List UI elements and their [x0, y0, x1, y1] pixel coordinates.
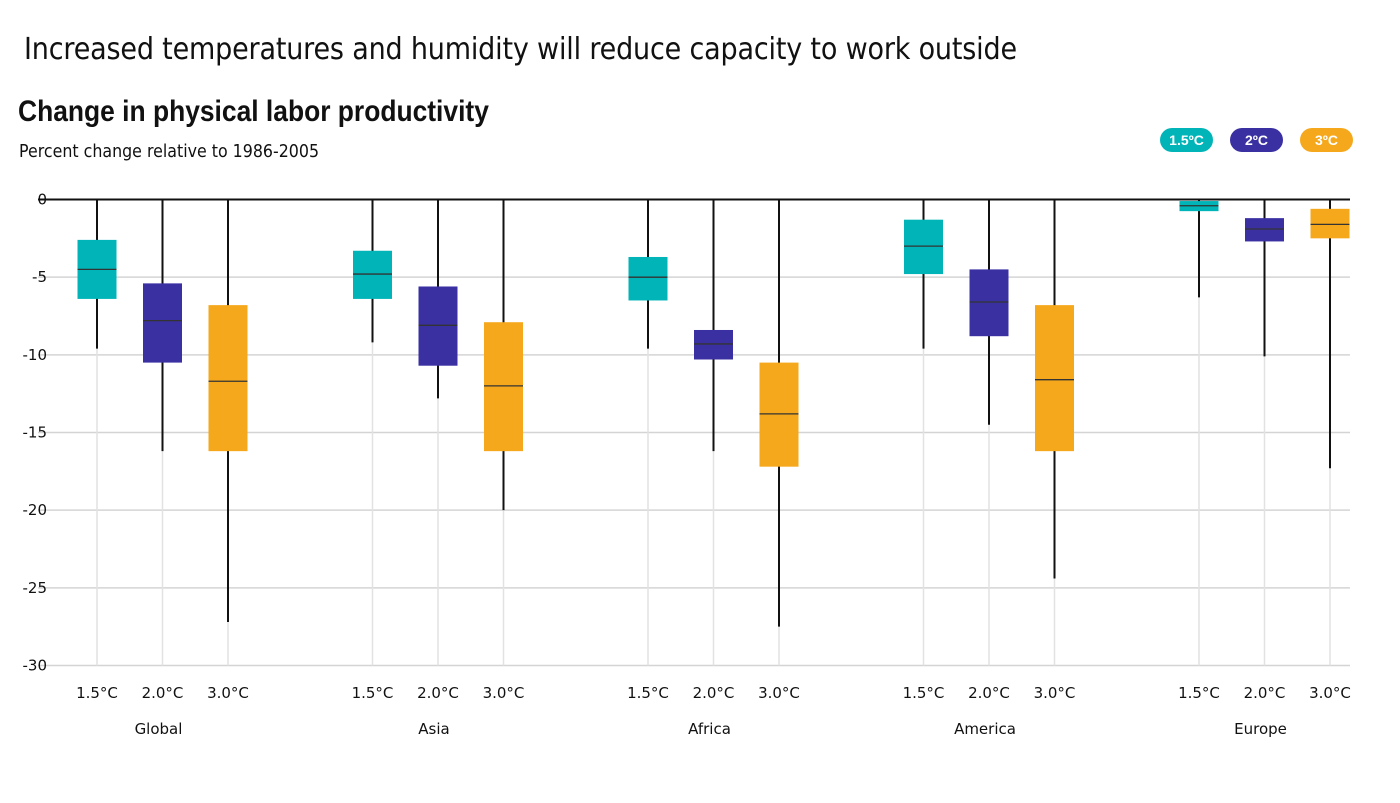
chart-title: Change in physical labor productivity: [18, 95, 489, 128]
y-tick-label: -5: [32, 268, 47, 286]
box-america: [1035, 305, 1074, 452]
group-label: Africa: [688, 720, 731, 738]
y-tick-label: -15: [23, 424, 48, 442]
box-asia: [353, 250, 392, 299]
box-asia: [484, 322, 523, 452]
group-label: Asia: [418, 720, 449, 738]
box-europe: [1310, 208, 1350, 239]
y-tick-label: -25: [23, 579, 48, 597]
x-tick-label: 2.0°C: [968, 684, 1010, 702]
x-tick-label: 3.0°C: [758, 684, 800, 702]
y-tick-label: -30: [23, 657, 48, 675]
legend-item-1-5c: 1.5ºC: [1160, 128, 1213, 152]
legend-item-2c: 2ºC: [1230, 128, 1283, 152]
box-africa: [759, 362, 799, 467]
x-tick-label: 1.5°C: [1178, 684, 1220, 702]
x-tick-label: 2.0°C: [417, 684, 459, 702]
box-global: [208, 305, 248, 452]
x-tick-label: 2.0°C: [693, 684, 735, 702]
legend-item-3c: 3ºC: [1300, 128, 1353, 152]
box-asia: [418, 286, 458, 366]
box-america: [969, 269, 1009, 337]
box-europe: [1245, 218, 1284, 242]
x-tick-label: 2.0°C: [142, 684, 184, 702]
x-tick-label: 3.0°C: [207, 684, 249, 702]
x-tick-label: 2.0°C: [1244, 684, 1286, 702]
box-global: [143, 283, 182, 363]
chart-subtitle: Percent change relative to 1986-2005: [19, 141, 320, 162]
x-tick-label: 3.0°C: [483, 684, 525, 702]
box-africa: [694, 329, 733, 360]
x-tick-label: 1.5°C: [627, 684, 669, 702]
x-tick-label: 3.0°C: [1034, 684, 1076, 702]
group-label: Global: [135, 720, 183, 738]
y-tick-label: -10: [23, 346, 48, 364]
legend: 1.5ºC 2ºC 3ºC: [1160, 128, 1353, 152]
box-africa: [628, 256, 668, 301]
x-tick-label: 1.5°C: [352, 684, 394, 702]
headline: Increased temperatures and humidity will…: [24, 32, 1017, 67]
x-tick-label: 1.5°C: [903, 684, 945, 702]
box-america: [904, 219, 943, 275]
y-tick-label: -20: [23, 501, 48, 519]
x-tick-label: 3.0°C: [1309, 684, 1351, 702]
x-tick-label: 1.5°C: [76, 684, 118, 702]
group-label: America: [954, 720, 1016, 738]
group-label: Europe: [1234, 720, 1287, 738]
